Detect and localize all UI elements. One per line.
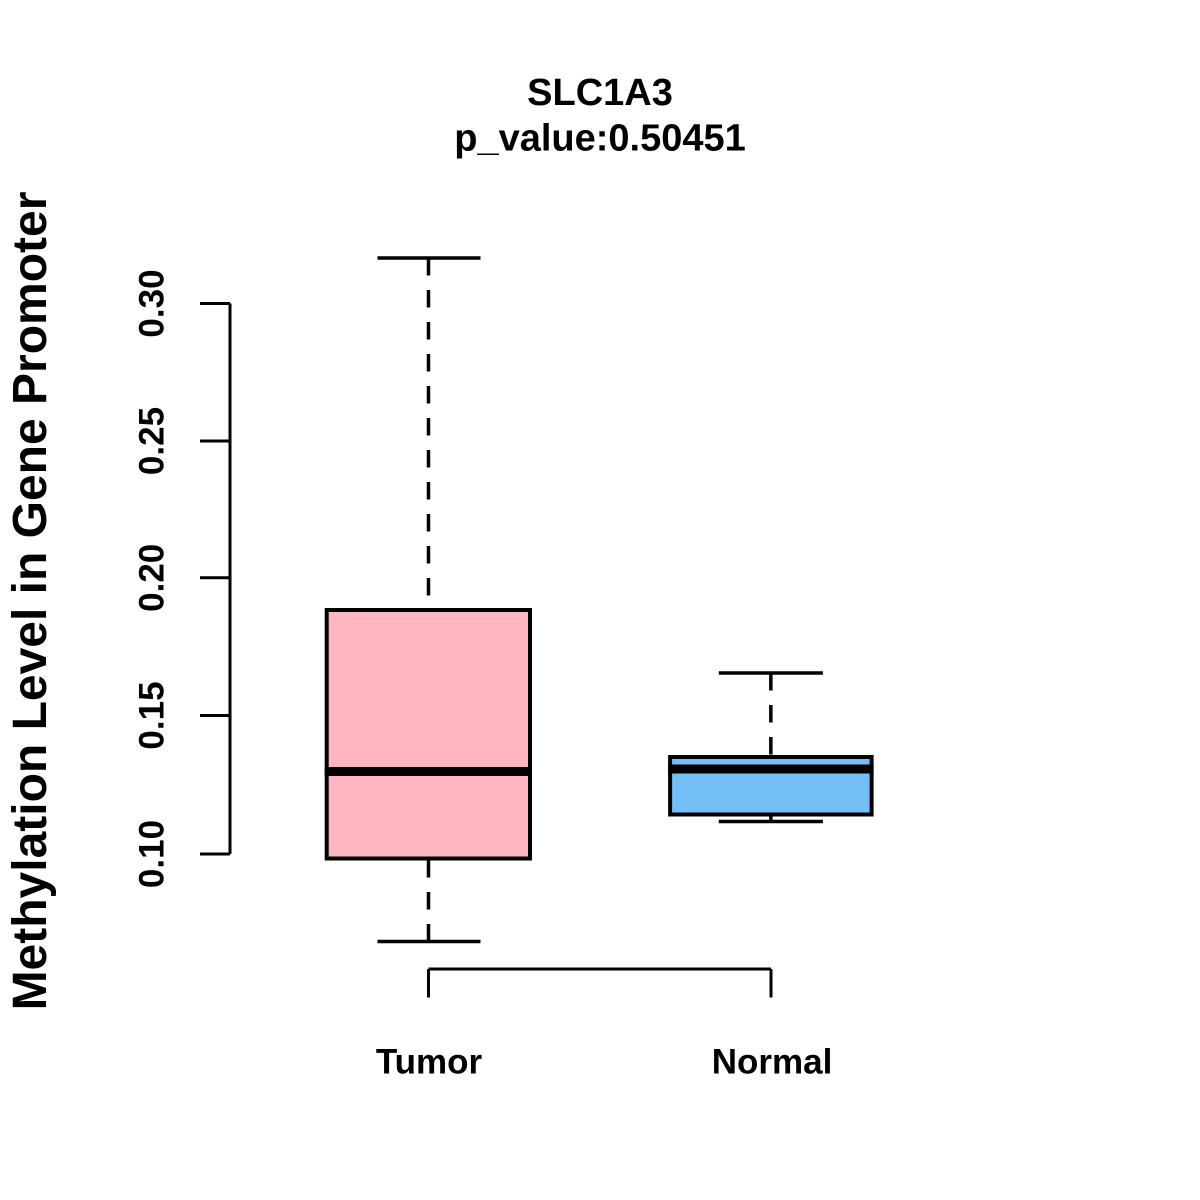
svg-text:0.15: 0.15 <box>133 681 172 749</box>
svg-text:Methylation Level in Gene Prom: Methylation Level in Gene Promoter <box>4 192 57 1011</box>
svg-text:Tumor: Tumor <box>376 1042 483 1081</box>
svg-text:0.20: 0.20 <box>133 544 172 612</box>
svg-text:0.30: 0.30 <box>133 269 172 337</box>
svg-text:0.25: 0.25 <box>133 407 172 475</box>
svg-text:SLC1A3: SLC1A3 <box>527 72 673 114</box>
svg-text:0.10: 0.10 <box>133 820 172 888</box>
svg-text:p_value:0.50451: p_value:0.50451 <box>454 118 746 160</box>
svg-text:Normal: Normal <box>712 1042 833 1081</box>
